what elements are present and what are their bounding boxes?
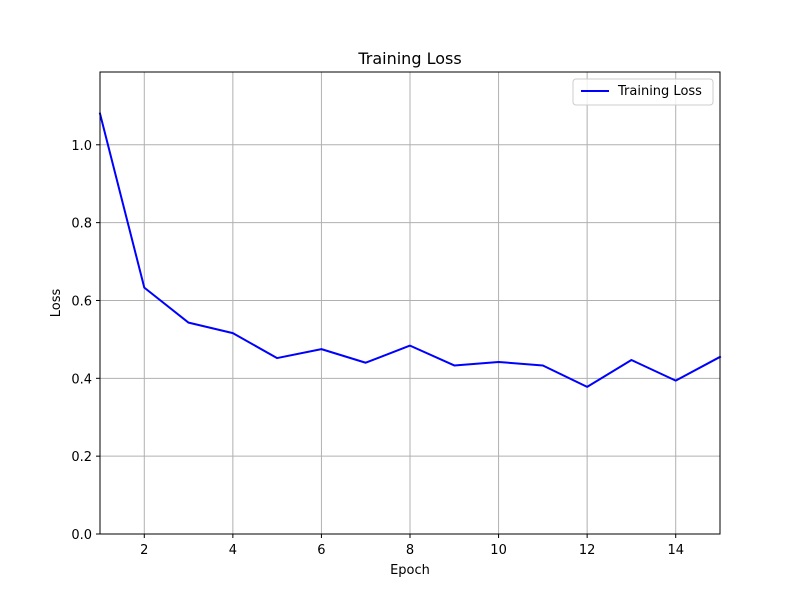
x-tick-label: 14: [667, 543, 684, 558]
x-tick-label: 8: [406, 543, 414, 558]
chart-title: Training Loss: [357, 49, 461, 68]
x-tick-label: 10: [490, 543, 507, 558]
y-tick-label: 0.6: [71, 294, 92, 309]
x-axis-ticks: 2 4 6 8 10 12 14: [140, 534, 684, 558]
y-axis-label: Loss: [49, 289, 64, 318]
y-tick-label: 0.4: [71, 372, 92, 387]
y-tick-label: 0.0: [71, 528, 92, 543]
x-tick-label: 4: [229, 543, 237, 558]
series-line-training-loss: [98, 112, 722, 388]
x-axis-label: Epoch: [390, 563, 430, 578]
x-tick-label: 6: [317, 543, 325, 558]
y-tick-label: 1.0: [71, 139, 92, 154]
legend-label-training-loss: Training Loss: [617, 84, 702, 99]
x-tick-label: 2: [140, 543, 148, 558]
y-tick-label: 0.2: [71, 450, 92, 465]
y-axis-ticks: 0.0 0.2 0.4 0.6 0.8 1.0: [71, 139, 100, 543]
y-tick-label: 0.8: [71, 217, 92, 232]
x-tick-label: 12: [579, 543, 596, 558]
legend: Training Loss: [572, 78, 714, 106]
legend-box: [572, 78, 714, 106]
series-layer: [98, 112, 722, 388]
